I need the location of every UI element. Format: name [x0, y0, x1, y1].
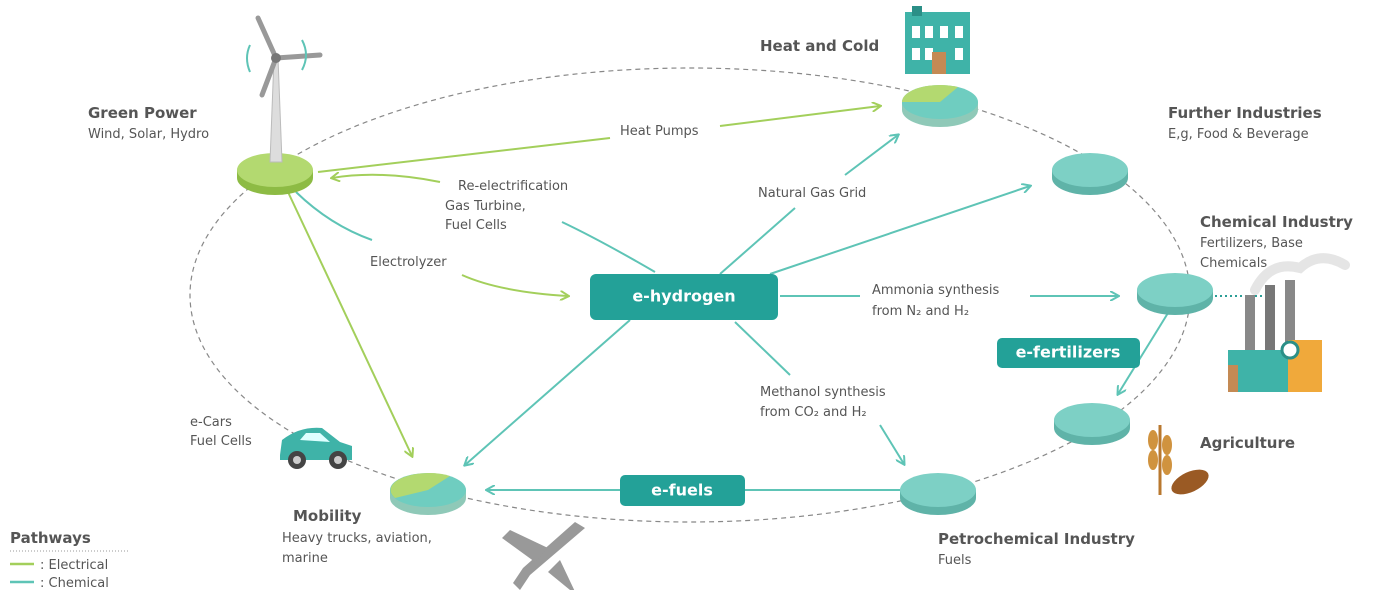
- edge-label: Natural Gas Grid: [758, 186, 866, 201]
- edge-label: Fuel Cells: [445, 218, 507, 233]
- edge-label: Heat Pumps: [620, 124, 699, 139]
- edge-label: Electrolyzer: [370, 255, 447, 270]
- edge: [332, 175, 440, 182]
- node-title: Chemical Industry: [1200, 213, 1353, 231]
- edge: [720, 208, 795, 274]
- side-label: Fuel Cells: [190, 434, 252, 449]
- edge-label: from N₂ and H₂: [872, 304, 969, 319]
- node-subtitle: Fuels: [938, 553, 972, 568]
- hub-label: e-fuels: [651, 481, 713, 500]
- node-subtitle: Heavy trucks, aviation,: [282, 531, 432, 546]
- node-subtitle: Fertilizers, Base: [1200, 236, 1303, 251]
- edge: [845, 135, 898, 175]
- legend-item: : Chemical: [40, 576, 109, 590]
- disc-chemical: [1137, 273, 1213, 315]
- legend-title: Pathways: [10, 529, 91, 547]
- hub-label: e-hydrogen: [632, 287, 735, 306]
- node-subtitle: Wind, Solar, Hydro: [88, 127, 209, 142]
- disc-mobility: [390, 473, 466, 515]
- legend: Pathways : Electrical : Chemical: [10, 529, 128, 590]
- edge-label: Re-electrification: [458, 179, 568, 194]
- disc-agriculture: [1054, 403, 1130, 445]
- edge: [318, 138, 610, 172]
- node-title: Petrochemical Industry: [938, 530, 1135, 548]
- edge: [465, 320, 630, 465]
- edge-label: Ammonia synthesis: [872, 283, 1000, 298]
- edge: [720, 106, 880, 126]
- node-subtitle: E,g, Food & Beverage: [1168, 127, 1309, 142]
- disc-petrochemical: [900, 473, 976, 515]
- diagram: e-hydrogen e-fertilizers e-fuels Green P…: [0, 0, 1376, 590]
- hub-e-fertilizers: e-fertilizers: [997, 338, 1140, 368]
- building-icon: [905, 6, 970, 74]
- edge: [462, 275, 568, 296]
- hub-e-fuels: e-fuels: [620, 475, 745, 506]
- node-title: Heat and Cold: [760, 37, 879, 55]
- wind-turbine-icon: [247, 18, 320, 162]
- edge: [562, 222, 655, 272]
- node-title: Mobility: [293, 507, 362, 525]
- node-title: Green Power: [88, 104, 197, 122]
- factory-icon: [1228, 258, 1345, 392]
- plane-icon: [502, 522, 585, 590]
- edge-label: from CO₂ and H₂: [760, 405, 867, 420]
- edge: [880, 425, 904, 464]
- hub-label: e-fertilizers: [1016, 343, 1121, 362]
- node-subtitle: Chemicals: [1200, 256, 1267, 271]
- legend-item: : Electrical: [40, 558, 108, 573]
- node-title: Agriculture: [1200, 434, 1295, 452]
- node-title: Further Industries: [1168, 104, 1322, 122]
- disc-heat-cold: [902, 85, 978, 127]
- side-label: e-Cars: [190, 415, 232, 430]
- disc-further: [1052, 153, 1128, 195]
- edge-label: Methanol synthesis: [760, 385, 886, 400]
- node-subtitle: marine: [282, 551, 328, 566]
- edge-label: Gas Turbine,: [445, 199, 526, 214]
- edge: [735, 322, 790, 375]
- car-icon: [280, 428, 352, 469]
- hub-e-hydrogen: e-hydrogen: [590, 274, 778, 320]
